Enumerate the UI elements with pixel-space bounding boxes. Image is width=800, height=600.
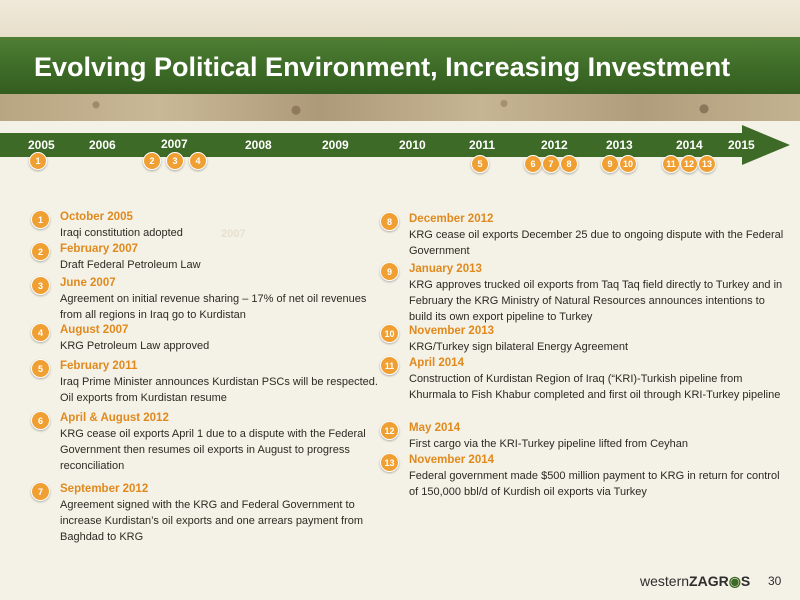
decorative-rock-band xyxy=(0,94,800,121)
event-item: 11 April 2014 Construction of Kurdistan … xyxy=(380,356,784,403)
event-item: 13 November 2014 Federal government made… xyxy=(380,453,784,500)
event-item: 12 May 2014 First cargo via the KRI-Turk… xyxy=(380,421,784,452)
event-date: November 2014 xyxy=(409,454,495,466)
timeline-marker: 1 xyxy=(29,152,47,170)
event-description: First cargo via the KRI-Turkey pipeline … xyxy=(409,438,688,450)
event-item: 10 November 2013 KRG/Turkey sign bilater… xyxy=(380,324,784,355)
logo-text-s: S xyxy=(740,573,751,589)
event-number-badge: 9 xyxy=(380,262,399,281)
timeline-marker: 10 xyxy=(619,155,637,173)
event-number-badge: 6 xyxy=(31,411,50,430)
timeline-marker: 3 xyxy=(166,152,184,170)
event-description: Agreement on initial revenue sharing – 1… xyxy=(60,293,367,321)
event-item: 4 August 2007 KRG Petroleum Law approved xyxy=(31,323,390,354)
ghost-year-label: 2007 xyxy=(221,228,246,240)
logo-text-western: western xyxy=(640,573,690,589)
timeline-marker: 9 xyxy=(601,155,619,173)
event-description: KRG Petroleum Law approved xyxy=(60,340,210,352)
event-number-badge: 11 xyxy=(380,356,399,375)
event-number-badge: 3 xyxy=(31,276,50,295)
event-date: December 2012 xyxy=(409,213,494,225)
event-number-badge: 8 xyxy=(380,212,399,231)
event-description: Iraqi constitution adopted xyxy=(60,227,183,239)
event-item: 3 June 2007 Agreement on initial revenue… xyxy=(31,276,390,323)
year-2005: 2005 xyxy=(28,138,55,152)
event-description: Agreement signed with the KRG and Federa… xyxy=(60,499,364,543)
event-item: 9 January 2013 KRG approves trucked oil … xyxy=(380,262,784,325)
year-2006: 2006 xyxy=(89,138,116,152)
year-2015: 2015 xyxy=(728,138,755,152)
year-2014: 2014 xyxy=(676,138,703,152)
event-description: Construction of Kurdistan Region of Iraq… xyxy=(409,373,781,401)
event-date: November 2013 xyxy=(409,325,495,337)
event-description: Draft Federal Petroleum Law xyxy=(60,259,201,271)
timeline-marker: 7 xyxy=(542,155,560,173)
slide-title: Evolving Political Environment, Increasi… xyxy=(34,52,731,82)
year-2010: 2010 xyxy=(399,138,426,152)
title-bar xyxy=(0,37,800,94)
event-description: KRG approves trucked oil exports from Ta… xyxy=(409,279,783,323)
event-description: Iraq Prime Minister announces Kurdistan … xyxy=(60,376,378,404)
event-date: February 2007 xyxy=(60,243,138,255)
year-2012: 2012 xyxy=(541,138,568,152)
event-date: May 2014 xyxy=(409,422,461,434)
company-logo: westernZAGR◉S xyxy=(640,573,750,590)
timeline-marker: 6 xyxy=(524,155,542,173)
timeline-marker: 8 xyxy=(560,155,578,173)
timeline-marker: 4 xyxy=(189,152,207,170)
event-number-badge: 7 xyxy=(31,482,50,501)
event-number-badge: 10 xyxy=(380,324,399,343)
event-description: KRG cease oil exports December 25 due to… xyxy=(409,229,784,257)
event-date: August 2007 xyxy=(60,324,129,336)
event-description: Federal government made $500 million pay… xyxy=(409,470,780,498)
year-2007: 2007 xyxy=(161,137,188,151)
event-item: 6 April & August 2012 KRG cease oil expo… xyxy=(31,411,390,474)
event-description: KRG/Turkey sign bilateral Energy Agreeme… xyxy=(409,341,629,353)
header-strip xyxy=(0,0,800,37)
page-number: 30 xyxy=(768,574,782,588)
event-date: April 2014 xyxy=(409,357,464,369)
timeline-marker: 2 xyxy=(143,152,161,170)
event-item: 7 September 2012 Agreement signed with t… xyxy=(31,482,390,545)
event-number-badge: 13 xyxy=(380,453,399,472)
event-date: September 2012 xyxy=(60,483,149,495)
event-item: 5 February 2011 Iraq Prime Minister anno… xyxy=(31,359,390,406)
event-item: 2 February 2007 Draft Federal Petroleum … xyxy=(31,242,390,273)
event-description: KRG cease oil exports April 1 due to a d… xyxy=(60,428,366,472)
year-2013: 2013 xyxy=(606,138,633,152)
event-number-badge: 1 xyxy=(31,210,50,229)
logo-globe-o-icon: ◉ xyxy=(728,573,741,589)
logo-text-zagr: ZAGR xyxy=(689,573,729,589)
event-date: February 2011 xyxy=(60,360,138,372)
year-2009: 2009 xyxy=(322,138,349,152)
event-date: April & August 2012 xyxy=(60,412,169,424)
timeline-marker: 5 xyxy=(471,155,489,173)
event-item: 8 December 2012 KRG cease oil exports De… xyxy=(380,212,784,259)
event-number-badge: 2 xyxy=(31,242,50,261)
event-number-badge: 12 xyxy=(380,421,399,440)
event-number-badge: 5 xyxy=(31,359,50,378)
event-date: June 2007 xyxy=(60,277,116,289)
timeline-marker: 11 xyxy=(662,155,680,173)
event-item: 1 October 2005 Iraqi constitution adopte… xyxy=(31,210,390,241)
timeline-marker: 13 xyxy=(698,155,716,173)
year-2011: 2011 xyxy=(469,138,496,152)
timeline-marker: 12 xyxy=(680,155,698,173)
event-date: October 2005 xyxy=(60,211,133,223)
event-date: January 2013 xyxy=(409,263,482,275)
year-2008: 2008 xyxy=(245,138,272,152)
event-number-badge: 4 xyxy=(31,323,50,342)
